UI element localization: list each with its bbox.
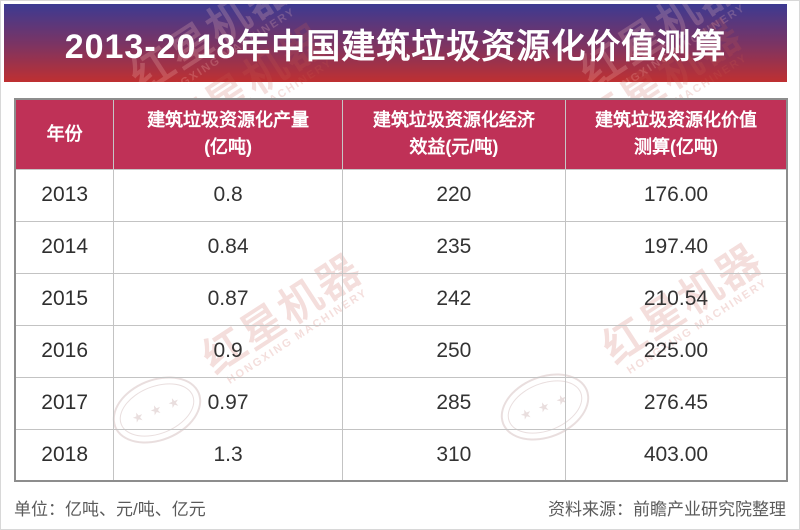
footnotes: 单位：亿吨、元/吨、亿元 资料来源：前瞻产业研究院整理	[14, 495, 786, 520]
table-row: 2018 1.3 310 403.00	[14, 428, 788, 482]
title-banner: 红星机器 HONGXING MACHINERY 红星机器 HONGXING MA…	[4, 4, 787, 82]
cell-output: 1.3	[113, 428, 343, 482]
cell-benefit: 242	[341, 272, 566, 326]
table-row: 2013 0.8 220 176.00	[14, 168, 788, 222]
col-header-value: 建筑垃圾资源化价值 测算(亿吨)	[564, 98, 788, 170]
cell-year: 2017	[14, 376, 115, 430]
table-row: 2015 0.87 242 210.54	[14, 272, 788, 326]
source-note: 资料来源：前瞻产业研究院整理	[548, 500, 786, 519]
cell-year: 2016	[14, 324, 115, 378]
cell-benefit: 235	[341, 220, 566, 274]
table-row: 2014 0.84 235 197.40	[14, 220, 788, 274]
cell-value: 176.00	[564, 168, 788, 222]
table-row: 2017 0.97 285 276.45	[14, 376, 788, 430]
cell-year: 2014	[14, 220, 115, 274]
col-header-year: 年份	[14, 98, 115, 170]
cell-benefit: 310	[341, 428, 566, 482]
cell-benefit: 220	[341, 168, 566, 222]
cell-value: 403.00	[564, 428, 788, 482]
cell-output: 0.8	[113, 168, 343, 222]
cell-year: 2013	[14, 168, 115, 222]
cell-value: 276.45	[564, 376, 788, 430]
cell-year: 2015	[14, 272, 115, 326]
cell-benefit: 250	[341, 324, 566, 378]
cell-year: 2018	[14, 428, 115, 482]
header-row: 年份 建筑垃圾资源化产量 (亿吨) 建筑垃圾资源化经济 效益(元/吨) 建筑垃圾…	[14, 98, 788, 170]
cell-benefit: 285	[341, 376, 566, 430]
cell-value: 210.54	[564, 272, 788, 326]
page-title: 2013-2018年中国建筑垃圾资源化价值测算	[64, 27, 727, 66]
cell-output: 0.87	[113, 272, 343, 326]
cell-output: 0.97	[113, 376, 343, 430]
cell-value: 197.40	[564, 220, 788, 274]
unit-note: 单位：亿吨、元/吨、亿元	[14, 500, 206, 519]
cell-value: 225.00	[564, 324, 788, 378]
table-row: 2016 0.9 250 225.00	[14, 324, 788, 378]
cell-output: 0.9	[113, 324, 343, 378]
cell-output: 0.84	[113, 220, 343, 274]
data-table: 年份 建筑垃圾资源化产量 (亿吨) 建筑垃圾资源化经济 效益(元/吨) 建筑垃圾…	[14, 98, 788, 482]
col-header-benefit: 建筑垃圾资源化经济 效益(元/吨)	[341, 98, 566, 170]
col-header-output: 建筑垃圾资源化产量 (亿吨)	[113, 98, 343, 170]
